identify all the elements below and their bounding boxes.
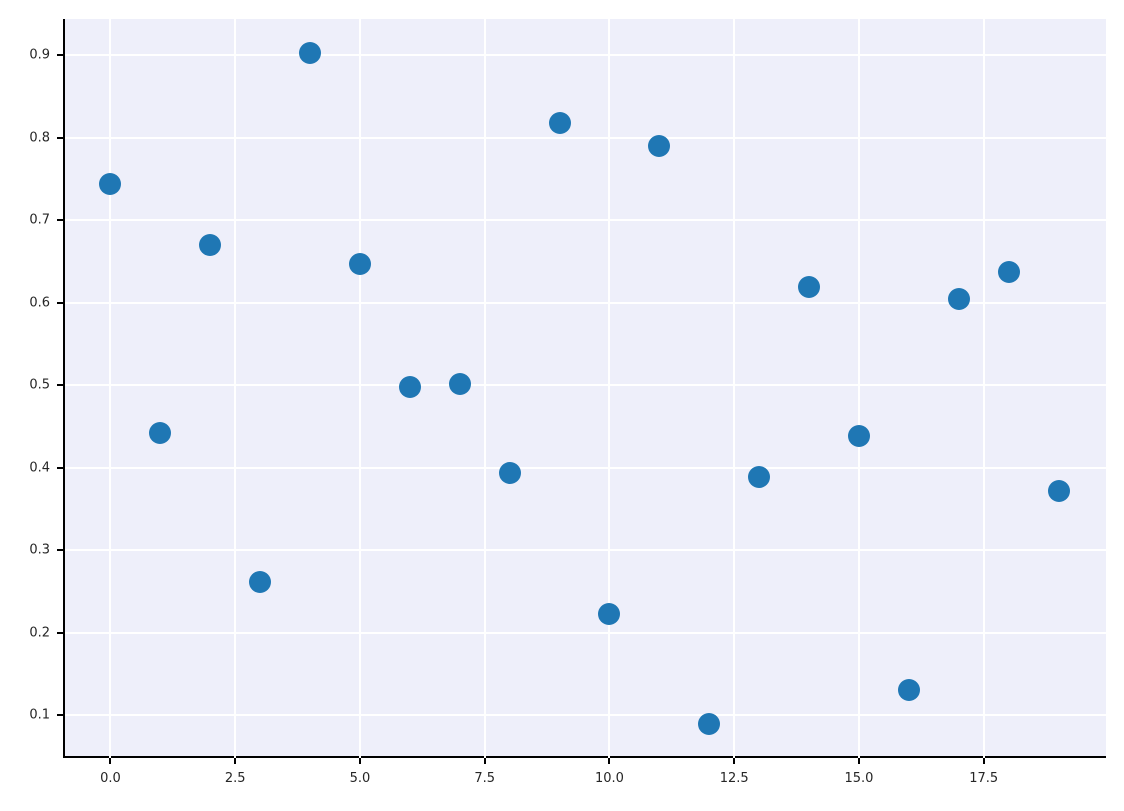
y-tick-mark — [57, 466, 63, 469]
gridline-vertical — [358, 19, 361, 758]
y-tick-label: 0.2 — [29, 625, 50, 641]
scatter-point — [897, 678, 920, 701]
scatter-point — [299, 41, 322, 64]
scatter-point — [847, 425, 870, 448]
x-tick-label: 5.0 — [349, 771, 371, 786]
gridline-vertical — [608, 19, 611, 758]
scatter-point — [548, 111, 571, 134]
x-tick-mark — [857, 758, 860, 764]
gridline-horizontal — [65, 301, 1108, 304]
x-tick-label: 12.5 — [719, 771, 749, 786]
y-tick-label: 0.1 — [29, 707, 50, 723]
gridline-horizontal — [65, 384, 1108, 387]
gridline-vertical — [109, 19, 112, 758]
x-tick-label: 0.0 — [100, 771, 121, 786]
y-tick-label: 0.6 — [29, 295, 50, 311]
scatter-point — [99, 172, 122, 195]
plot-area — [63, 19, 1108, 758]
scatter-point — [398, 375, 421, 398]
scatter-point — [798, 275, 821, 298]
x-tick-mark — [234, 758, 237, 764]
scatter-point — [348, 252, 371, 275]
gridline-horizontal — [65, 549, 1108, 552]
x-tick-label: 7.5 — [474, 771, 496, 786]
x-tick-mark — [608, 758, 611, 764]
y-tick-mark — [57, 219, 63, 222]
y-tick-label: 0.3 — [29, 542, 50, 558]
y-tick-mark — [57, 136, 63, 139]
gridline-horizontal — [65, 136, 1108, 139]
gridline-vertical — [857, 19, 860, 758]
gridline-horizontal — [65, 466, 1108, 469]
scatter-point — [199, 233, 222, 256]
y-tick-mark — [57, 384, 63, 387]
x-tick-mark — [733, 758, 736, 764]
y-tick-mark — [57, 301, 63, 304]
scatter-point — [648, 134, 671, 157]
x-tick-mark — [483, 758, 486, 764]
x-tick-mark — [109, 758, 112, 764]
y-tick-label: 0.7 — [29, 212, 50, 228]
scatter-point — [947, 288, 970, 311]
x-tick-mark — [358, 758, 361, 764]
gridline-vertical — [982, 19, 985, 758]
x-tick-label: 10.0 — [594, 771, 624, 786]
x-tick-label: 17.5 — [969, 771, 999, 786]
y-tick-label: 0.5 — [29, 377, 50, 393]
y-tick-mark — [57, 714, 63, 717]
y-tick-label: 0.8 — [29, 130, 50, 146]
x-tick-label: 2.5 — [224, 771, 246, 786]
gridline-horizontal — [65, 714, 1108, 717]
scatter-point — [748, 465, 771, 488]
scatter-point — [448, 373, 471, 396]
gridline-horizontal — [65, 219, 1108, 222]
gridline-horizontal — [65, 631, 1108, 634]
scatter-point — [698, 713, 721, 736]
gridline-vertical — [234, 19, 237, 758]
scatter-point — [498, 461, 521, 484]
y-tick-label: 0.9 — [29, 47, 50, 63]
y-tick-mark — [57, 549, 63, 552]
scatter-point — [1047, 479, 1070, 502]
y-tick-mark — [57, 54, 63, 57]
gridline-vertical — [483, 19, 486, 758]
y-tick-mark — [57, 631, 63, 634]
gridline-horizontal — [65, 54, 1108, 57]
scatter-point — [149, 422, 172, 445]
scatter-point — [598, 602, 621, 625]
scatter-point — [249, 571, 272, 594]
x-tick-label: 15.0 — [844, 771, 874, 786]
gridline-vertical — [733, 19, 736, 758]
scatter-point — [997, 261, 1020, 284]
x-tick-mark — [982, 758, 985, 764]
y-tick-label: 0.4 — [29, 460, 50, 476]
